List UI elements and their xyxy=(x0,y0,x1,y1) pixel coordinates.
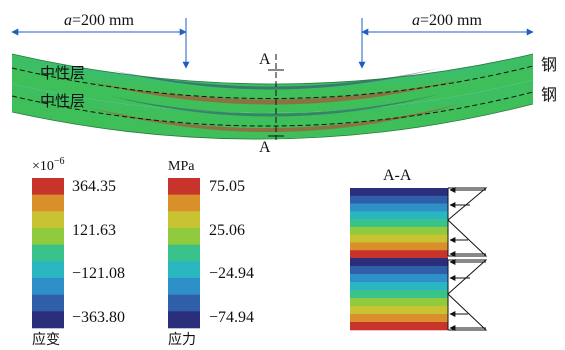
strain-color-swatch xyxy=(32,194,64,212)
stress-color-swatch xyxy=(168,278,200,295)
neutral-layer-label-upper: 中性层 xyxy=(40,64,85,82)
strain-color-swatch xyxy=(32,278,64,295)
steel-label-lower: 钢 xyxy=(541,85,557,104)
stress-color-swatch xyxy=(168,294,200,312)
strain-color-swatch xyxy=(32,294,64,312)
cross-section-band xyxy=(350,242,448,251)
cross-section-lower-layer xyxy=(350,258,448,331)
cross-section-band xyxy=(350,322,448,331)
strain-value-2: 121.63 xyxy=(72,222,116,239)
cross-section-title: A-A xyxy=(383,167,412,184)
stress-color-bar xyxy=(168,178,200,329)
cross-section-upper-layer xyxy=(350,188,448,259)
stress-color-swatch xyxy=(168,244,200,262)
cross-section-band xyxy=(350,195,448,204)
neutral-layer-label-lower: 中性层 xyxy=(40,92,85,110)
section-label-top: A xyxy=(259,51,271,68)
stress-distribution-upper xyxy=(447,187,488,257)
stress-color-swatch xyxy=(168,228,200,245)
cross-section-band xyxy=(350,266,448,275)
strain-color-swatch xyxy=(32,178,64,195)
stress-value-3: −24.94 xyxy=(209,265,254,282)
dimension-right: a=200 mm xyxy=(358,12,534,69)
strain-color-swatch xyxy=(32,228,64,245)
stress-distribution-lower xyxy=(447,259,488,331)
strain-color-bar xyxy=(32,178,64,329)
cross-section-band xyxy=(350,306,448,315)
cross-section-band xyxy=(350,234,448,243)
stress-caption: 应力 xyxy=(168,331,196,348)
strain-legend: ×10−6 364.35 121.63 −121.08 −363.80 应变 xyxy=(32,156,125,348)
cross-section-band xyxy=(350,258,448,267)
neutral-axis-upper xyxy=(11,65,534,99)
strain-color-swatch xyxy=(32,211,64,229)
cross-section-band xyxy=(350,188,448,197)
stress-arrows xyxy=(449,187,486,331)
beam xyxy=(11,53,534,140)
stress-color-swatch xyxy=(168,261,200,279)
cross-section-band xyxy=(350,211,448,220)
cross-section-band xyxy=(350,274,448,283)
strain-value-max: 364.35 xyxy=(72,178,116,195)
strain-caption: 应变 xyxy=(32,331,60,348)
cross-section-band xyxy=(350,219,448,228)
section-cut: A A xyxy=(259,51,284,156)
dimension-left: a=200 mm xyxy=(11,12,190,69)
steel-label-upper: 钢 xyxy=(541,55,557,74)
cross-section-band xyxy=(350,298,448,307)
stress-value-max: 75.05 xyxy=(209,178,245,195)
stress-value-2: 25.06 xyxy=(209,222,245,239)
strain-color-swatch xyxy=(32,261,64,279)
stress-unit: MPa xyxy=(168,159,195,174)
cross-section-band xyxy=(350,314,448,323)
stress-color-swatch xyxy=(168,178,200,195)
stress-color-swatch xyxy=(168,311,200,329)
stress-color-swatch xyxy=(168,211,200,229)
cross-section-band xyxy=(350,250,448,259)
strain-value-min: −363.80 xyxy=(72,309,125,326)
stress-color-swatch xyxy=(168,194,200,212)
cross-section-band xyxy=(350,226,448,235)
stress-legend: MPa 75.05 25.06 −24.94 −74.94 应力 xyxy=(168,159,254,348)
neutral-axis-lower xyxy=(11,91,534,127)
svg-text:a=200 mm: a=200 mm xyxy=(64,12,134,29)
cross-section-band xyxy=(350,282,448,291)
svg-text:a=200 mm: a=200 mm xyxy=(412,12,482,29)
strain-unit: ×10−6 xyxy=(32,156,65,174)
strain-value-3: −121.08 xyxy=(72,265,125,282)
strain-color-swatch xyxy=(32,244,64,262)
cross-section-band xyxy=(350,290,448,299)
section-label-bottom: A xyxy=(259,139,271,156)
strain-color-swatch xyxy=(32,311,64,329)
stress-value-min: −74.94 xyxy=(209,309,254,326)
cross-section-band xyxy=(350,203,448,212)
cross-section: A-A xyxy=(350,167,488,331)
